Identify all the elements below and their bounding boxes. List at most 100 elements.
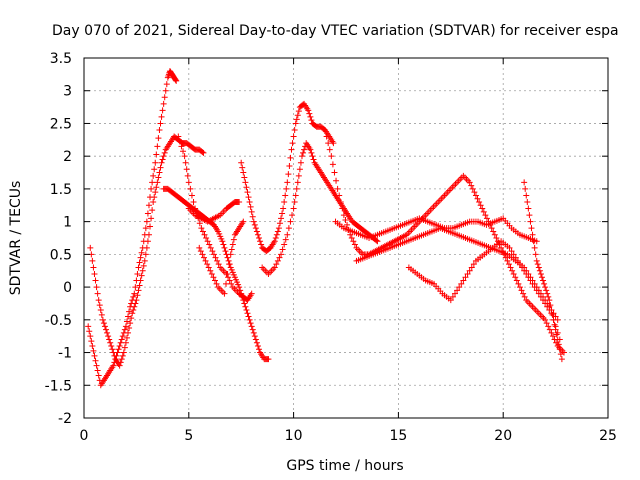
data-point	[145, 210, 151, 216]
data-point	[301, 147, 307, 153]
data-point	[249, 209, 255, 215]
y-axis-label: SDTVAR / TECUs	[8, 181, 24, 296]
data-point	[120, 353, 126, 359]
data-point	[101, 320, 107, 326]
data-point	[90, 264, 96, 270]
data-point	[281, 199, 287, 205]
data-point	[253, 336, 259, 342]
data-point	[253, 225, 259, 231]
data-point	[151, 166, 157, 172]
data-point	[196, 245, 202, 251]
chart-title: Day 070 of 2021, Sidereal Day-to-day VTE…	[52, 23, 619, 39]
x-tick-label: 5	[184, 428, 193, 444]
data-point	[251, 219, 257, 225]
data-point	[88, 338, 94, 344]
y-tick-label: 3.5	[50, 51, 72, 67]
data-point	[96, 372, 102, 378]
data-point	[333, 178, 339, 184]
data-point	[280, 246, 286, 252]
data-point	[275, 258, 281, 264]
data-point	[286, 225, 292, 231]
data-point	[198, 225, 204, 231]
data-point	[539, 274, 545, 280]
data-point	[161, 153, 167, 159]
data-point	[160, 107, 166, 113]
data-point	[545, 323, 551, 329]
data-point	[206, 264, 212, 270]
data-point	[468, 183, 474, 189]
data-point	[243, 307, 249, 313]
data-point	[140, 268, 146, 274]
data-point	[125, 330, 131, 336]
data-point	[95, 291, 101, 297]
data-point	[242, 304, 248, 310]
data-point	[122, 345, 128, 351]
data-point	[254, 228, 260, 234]
data-point	[538, 271, 544, 277]
data-point	[89, 258, 95, 264]
data-point	[493, 235, 499, 241]
data-point	[158, 165, 164, 171]
data-point	[244, 310, 250, 316]
data-point	[532, 245, 538, 251]
x-axis-label: GPS time / hours	[286, 458, 403, 474]
data-point	[247, 199, 253, 205]
data-point	[509, 268, 515, 274]
data-point	[528, 225, 534, 231]
data-point	[291, 206, 297, 212]
data-point	[283, 186, 289, 192]
data-point	[118, 340, 124, 346]
data-point	[535, 261, 541, 267]
data-point	[545, 294, 551, 300]
data-point	[102, 323, 108, 329]
data-point	[146, 232, 152, 238]
data-point	[344, 222, 350, 228]
data-point	[523, 192, 529, 198]
data-point	[331, 170, 337, 176]
data-point	[208, 245, 214, 251]
data-point	[275, 228, 281, 234]
y-tick-label: -0.5	[45, 313, 72, 329]
data-point	[96, 297, 102, 303]
data-point	[186, 179, 192, 185]
x-tick-label: 10	[285, 428, 303, 444]
data-point	[182, 153, 188, 159]
data-point	[152, 189, 158, 195]
data-point	[94, 363, 100, 369]
data-point	[525, 206, 531, 212]
x-tick-label: 0	[80, 428, 89, 444]
data-point	[214, 281, 220, 287]
data-point	[536, 264, 542, 270]
data-point	[149, 179, 155, 185]
data-point	[273, 261, 279, 267]
data-point	[201, 255, 207, 261]
data-point	[544, 320, 550, 326]
data-point	[230, 242, 236, 248]
data-point	[158, 120, 164, 126]
data-point	[280, 206, 286, 212]
data-point	[241, 174, 247, 180]
y-tick-label: -1	[58, 346, 72, 362]
data-point	[110, 350, 116, 356]
data-point	[133, 297, 139, 303]
y-tick-label: 2.5	[50, 116, 72, 132]
data-point	[479, 206, 485, 212]
data-point	[244, 189, 250, 195]
data-point	[547, 327, 553, 333]
data-point	[559, 356, 565, 362]
data-point	[489, 225, 495, 231]
y-tick-label: 0	[63, 280, 72, 296]
data-point	[239, 165, 245, 171]
data-point	[228, 281, 234, 287]
data-point	[221, 245, 227, 251]
data-point	[522, 186, 528, 192]
data-point	[519, 287, 525, 293]
data-point	[285, 171, 291, 177]
data-point	[100, 317, 106, 323]
data-point	[207, 268, 213, 274]
data-point	[98, 307, 104, 313]
data-point	[330, 161, 336, 167]
data-point	[297, 166, 303, 172]
y-tick-label: 3	[63, 84, 72, 100]
data-point	[248, 320, 254, 326]
